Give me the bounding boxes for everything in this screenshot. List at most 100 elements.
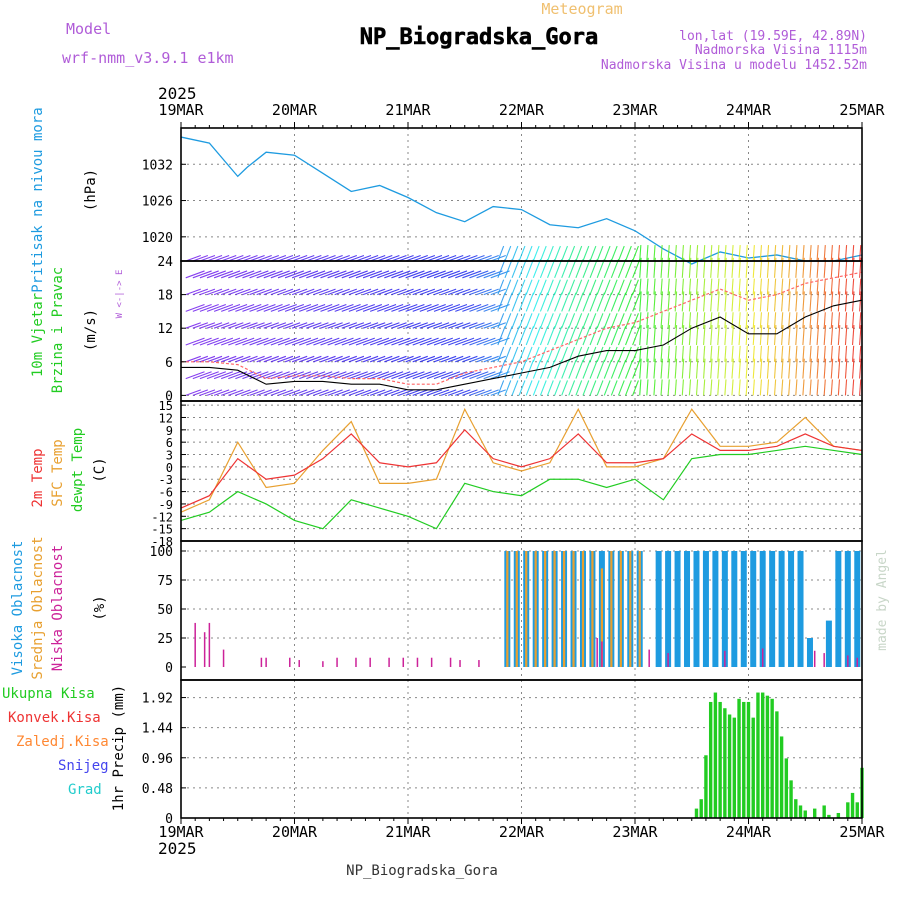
wind-arrow <box>532 279 540 295</box>
wind-arrow <box>299 371 319 380</box>
wind-arrow <box>603 258 613 278</box>
wind-arrow <box>738 278 741 295</box>
wind-arrow <box>816 379 819 396</box>
wind-arrow <box>348 288 365 296</box>
wind-arrow <box>582 380 590 396</box>
wind-arrow <box>632 279 639 295</box>
bottom-time-label: 22MAR <box>499 823 545 841</box>
wind-arrow <box>476 322 492 329</box>
wind-arrow <box>639 325 642 346</box>
wind-arrow <box>426 355 443 363</box>
wind-arrow <box>433 337 453 346</box>
wind-arrow <box>384 337 404 346</box>
wind-arrow <box>398 389 414 396</box>
wind-arrow <box>617 292 627 312</box>
wind-arrow <box>490 371 510 380</box>
wind-arrow <box>610 359 620 379</box>
cloud-panel <box>194 551 861 667</box>
wind-arrow <box>632 292 641 312</box>
wind-arrow <box>731 379 734 396</box>
model-name: wrf-nmm_v3.9.1 e1km <box>62 49 234 67</box>
cloud-bar <box>459 660 461 667</box>
wind-arrow <box>263 371 283 380</box>
wind-arrow <box>235 371 255 380</box>
wind-arrow <box>348 389 365 396</box>
wind-arrow <box>617 279 625 295</box>
wind-arrow <box>731 278 734 295</box>
wind-arrow <box>674 278 677 295</box>
pressure-line <box>180 136 863 265</box>
wind-arrow <box>837 379 841 396</box>
wind-arrow <box>384 389 400 396</box>
wind-arrow <box>185 355 201 363</box>
wind-arrow <box>327 304 347 312</box>
wind-arrow <box>355 337 375 346</box>
precip-bar <box>760 692 765 818</box>
wind-arrow <box>731 325 734 346</box>
wind-arrow <box>320 254 336 262</box>
wind-arrow <box>525 258 534 278</box>
wind-arrow <box>263 337 283 346</box>
bottom-time-label: 20MAR <box>272 823 318 841</box>
wind-arrow <box>199 304 219 312</box>
wind-arrow <box>837 291 841 312</box>
wind-arrow <box>199 371 219 380</box>
wind-arrow <box>589 279 597 295</box>
wind-arrow <box>703 358 706 379</box>
wind-arrow <box>766 245 770 262</box>
wind-arrow <box>653 245 656 262</box>
wind-arrow <box>277 322 294 329</box>
wind-arrow <box>603 326 613 346</box>
wind-arrow <box>766 291 770 312</box>
wind-arrow <box>603 279 611 295</box>
wind-arrow <box>674 245 677 262</box>
wind-arrow <box>674 325 678 346</box>
wind-arrow <box>745 278 748 295</box>
wind-arrow <box>667 312 670 329</box>
wind-arrow <box>206 322 223 329</box>
wind-arrow <box>710 245 713 262</box>
wind-arrow <box>511 380 519 396</box>
wind-arrow <box>256 389 272 396</box>
sfc-temp-line <box>180 407 863 513</box>
precip-legend-label: Ukupna Kisa <box>2 686 95 702</box>
wind-arrow <box>185 288 201 296</box>
wind-arrow <box>299 337 319 346</box>
wind-arrow <box>752 325 756 346</box>
wind-arrow <box>263 355 279 363</box>
precip-bar <box>727 714 732 818</box>
wind-compass: W <-|-> E <box>115 270 125 319</box>
wind-arrow <box>455 389 471 396</box>
wind-arrow <box>419 337 439 346</box>
wind-arrow <box>291 270 312 279</box>
cloud-bar <box>544 551 547 667</box>
wind-arrow <box>795 358 798 379</box>
wind-arrow <box>837 325 841 346</box>
wind-arrow <box>525 326 534 346</box>
wind-arrow <box>539 313 547 329</box>
wind-arrow <box>745 312 748 329</box>
wind-arrow <box>398 270 418 279</box>
wind-arrow <box>568 292 577 312</box>
wind-arrow <box>759 345 763 362</box>
wind-arrow <box>695 278 699 295</box>
wind-arrow <box>539 380 547 396</box>
wind-arrow <box>653 312 656 329</box>
model-label: Model <box>66 20 111 38</box>
wind-arrow <box>617 359 627 379</box>
cloud-bar <box>203 632 206 667</box>
wind-arrow <box>639 278 642 295</box>
wind-arrow <box>327 337 347 346</box>
wind-arrow <box>518 359 527 379</box>
wind-arrow <box>610 326 620 346</box>
wind-arrow <box>433 389 450 396</box>
wind-arrow <box>313 304 333 312</box>
wind-arrow <box>348 371 368 380</box>
cloud-unit: (%) <box>92 595 108 620</box>
wind-arrow <box>610 380 618 396</box>
top-time-label: 19MAR <box>158 101 204 119</box>
wind-arrow <box>788 278 791 295</box>
precip-bar <box>737 698 741 818</box>
wind-arrow <box>667 358 671 379</box>
wind-arrow <box>596 279 604 295</box>
